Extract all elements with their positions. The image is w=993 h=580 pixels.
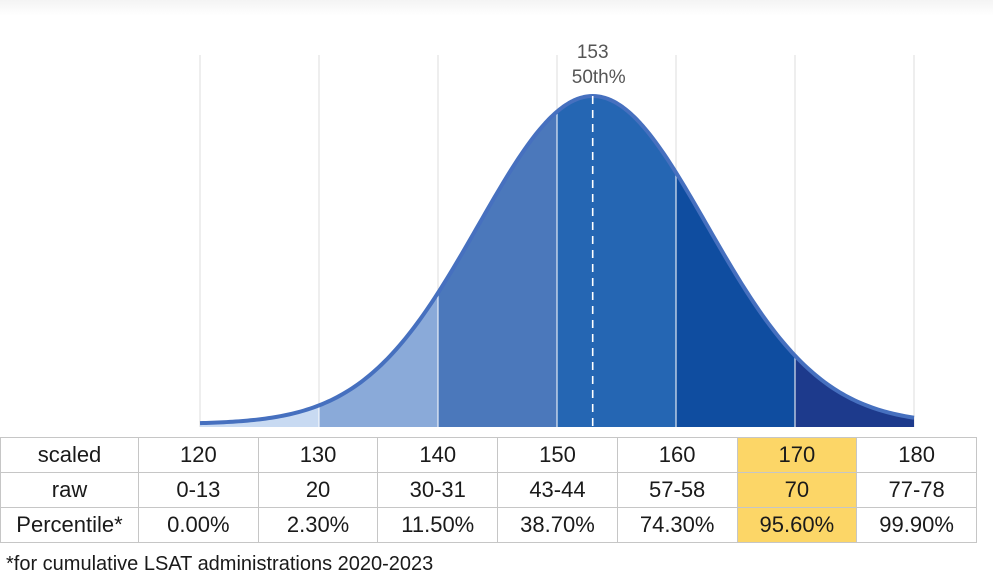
table-cell: 20 xyxy=(257,472,379,508)
table-cell: 150 xyxy=(497,437,618,473)
distribution-segment xyxy=(200,405,319,427)
table-cell: 11.50% xyxy=(377,507,499,543)
table-cell: 57-58 xyxy=(616,472,738,508)
score-conversion-table: scaled 120 130 140 150 160 170 180 raw 0… xyxy=(0,437,977,543)
footnote: *for cumulative LSAT administrations 202… xyxy=(6,553,434,575)
table-row-scaled: scaled 120 130 140 150 160 170 180 xyxy=(0,437,977,473)
table-cell: 38.70% xyxy=(497,507,618,543)
row-label-scaled: scaled xyxy=(0,437,139,473)
table-cell-highlighted: 70 xyxy=(736,472,858,508)
distribution-segment xyxy=(557,96,676,427)
table-row-percentile: Percentile* 0.00% 2.30% 11.50% 38.70% 74… xyxy=(0,507,977,543)
table-cell: 0.00% xyxy=(138,507,259,543)
distribution-segment xyxy=(676,172,795,427)
table-cell: 30-31 xyxy=(377,472,499,508)
table-cell: 180 xyxy=(856,437,977,473)
distribution-segment xyxy=(438,111,557,427)
table-cell: 120 xyxy=(138,437,259,473)
distribution-segment xyxy=(795,355,914,427)
distribution-curve xyxy=(199,94,915,426)
table-cell: 43-44 xyxy=(497,472,618,508)
table-cell: 74.30% xyxy=(616,507,738,543)
table-cell: 160 xyxy=(616,437,738,473)
table-cell: 77-78 xyxy=(856,472,977,508)
median-value-label: 153 xyxy=(577,42,609,63)
top-shadow-bar xyxy=(0,0,993,16)
score-distribution-chart: 153 50th% xyxy=(199,42,915,427)
table-row-raw: raw 0-13 20 30-31 43-44 57-58 70 77-78 xyxy=(0,472,977,508)
table-cell: 0-13 xyxy=(138,472,259,508)
table-cell: 2.30% xyxy=(257,507,379,543)
table-cell: 130 xyxy=(257,437,379,473)
distribution-segment xyxy=(319,292,438,427)
row-label-percentile: Percentile* xyxy=(0,507,139,543)
median-percentile-label: 50th% xyxy=(572,67,626,88)
table-cell-highlighted: 95.60% xyxy=(736,507,858,543)
table-cell-highlighted: 170 xyxy=(736,437,858,473)
table-cell: 99.90% xyxy=(856,507,977,543)
table-cell: 140 xyxy=(377,437,499,473)
row-label-raw: raw xyxy=(0,472,139,508)
